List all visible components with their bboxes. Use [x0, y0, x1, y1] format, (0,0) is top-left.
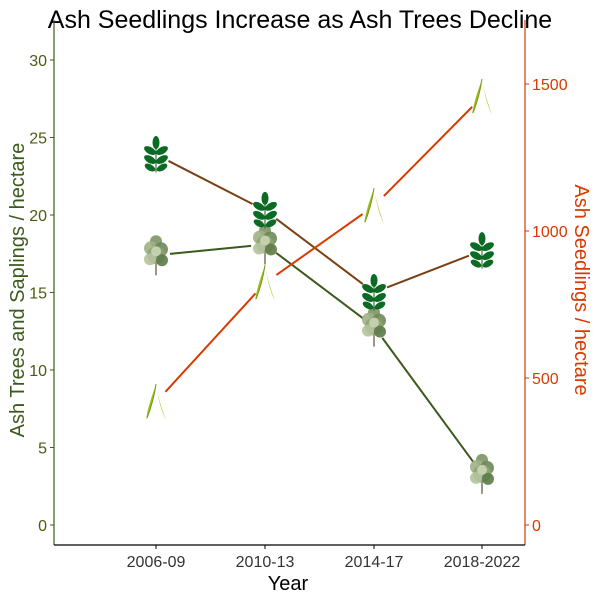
y-left-tick-label: 30	[29, 53, 47, 70]
y-right-tick-label: 500	[532, 371, 559, 388]
ash-leaf-icon	[144, 136, 168, 173]
trees-line-segment	[275, 252, 364, 319]
saplings-line-segment	[386, 254, 470, 289]
tree-icon	[470, 453, 494, 494]
y-axis-left-label: Ash Trees and Saplings / hectare	[7, 143, 29, 438]
y-left-tick-label: 10	[29, 363, 47, 380]
ash-leaf-icon	[362, 274, 386, 311]
y-left-tick-label: 0	[38, 518, 47, 535]
y-right-tick-label: 0	[532, 518, 541, 535]
x-tick-label: 2018-2022	[444, 554, 521, 571]
y-right-tick-label: 1500	[532, 77, 568, 94]
y-left-tick-label: 25	[29, 131, 47, 148]
saplings-line-segment	[168, 160, 253, 205]
y-left-tick-label: 15	[29, 286, 47, 303]
y-axis-right-label: Ash Seedlings / hectare	[570, 184, 592, 395]
seedlings-line-segment	[383, 106, 473, 197]
seedling-icon	[364, 187, 384, 225]
x-tick-label: 2010-13	[236, 554, 295, 571]
ash-leaf-icon	[470, 232, 494, 269]
y-right-tick-label: 1000	[532, 224, 568, 241]
seedling-icon	[472, 78, 492, 115]
tree-icon	[253, 224, 277, 265]
chart-title: Ash Seedlings Increase as Ash Trees Decl…	[48, 6, 552, 34]
saplings-line-segment	[275, 217, 364, 285]
seedling-icon	[146, 384, 166, 421]
trees-line-segment	[169, 244, 252, 255]
x-tick-label: 2006-09	[127, 554, 186, 571]
y-left-tick-label: 5	[38, 441, 47, 458]
y-left-tick-label: 20	[29, 208, 47, 225]
trees-line-segment	[381, 337, 475, 464]
seedlings-line-segment	[275, 213, 364, 276]
ash-leaf-icon	[253, 191, 277, 229]
seedlings-line-segment	[164, 292, 257, 393]
x-tick-label: 2014-17	[345, 554, 404, 571]
x-axis-label: Year	[268, 573, 309, 595]
tree-icon	[362, 306, 386, 347]
tree-icon	[144, 235, 168, 276]
seedling-icon	[255, 264, 275, 302]
